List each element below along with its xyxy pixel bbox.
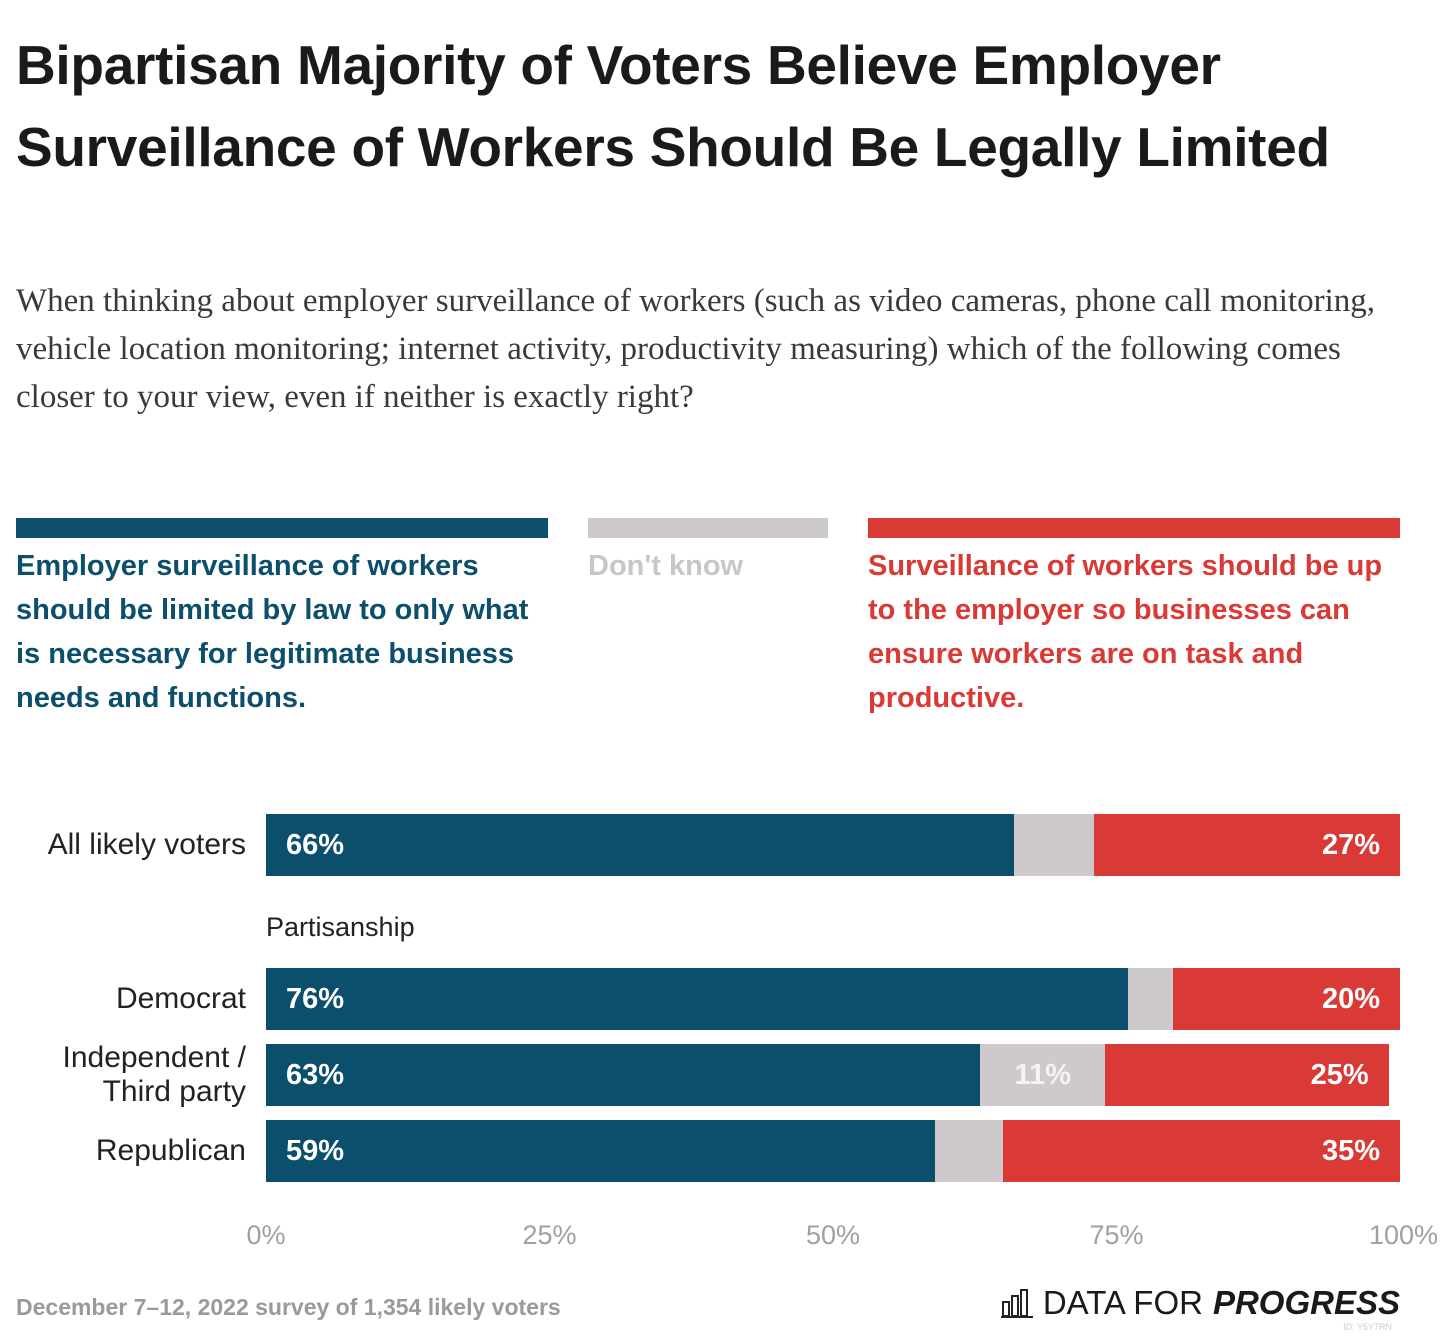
bar-segment bbox=[266, 814, 1015, 876]
bar-segment bbox=[935, 1120, 1004, 1182]
x-tick-label: 100% bbox=[1368, 1220, 1438, 1250]
category-label: Independent / Third party bbox=[62, 1041, 246, 1108]
value-label: 20% bbox=[1321, 983, 1380, 1015]
category-label: All likely voters bbox=[47, 828, 246, 861]
x-tick-label: 50% bbox=[805, 1220, 861, 1250]
x-tick-label: 25% bbox=[522, 1220, 577, 1250]
legend-swatch bbox=[16, 518, 548, 538]
group-label: Partisanship bbox=[266, 912, 415, 942]
value-label: 35% bbox=[1321, 1135, 1380, 1167]
legend-swatch bbox=[588, 518, 828, 538]
value-label: 76% bbox=[286, 983, 345, 1015]
bar-segment bbox=[266, 1044, 981, 1106]
legend-label: Employer surveillance of workers should … bbox=[16, 550, 529, 714]
value-label: 66% bbox=[286, 829, 345, 861]
x-tick-label: 75% bbox=[1089, 1220, 1144, 1250]
brand-name: PROGRESS bbox=[1212, 1284, 1400, 1321]
chart-subtitle: When thinking about employer surveillanc… bbox=[16, 283, 1376, 415]
value-label: 63% bbox=[286, 1059, 345, 1091]
bar-segment bbox=[1014, 814, 1094, 876]
value-label: 59% bbox=[286, 1135, 345, 1167]
x-tick-label: 0% bbox=[246, 1220, 286, 1250]
value-label: 11% bbox=[1014, 1059, 1072, 1091]
chart-title: Bipartisan Majority of Voters Believe Em… bbox=[16, 34, 1330, 178]
brand-prefix: DATA FOR bbox=[1042, 1284, 1203, 1321]
bar-segment bbox=[266, 968, 1128, 1030]
bar-segment bbox=[1093, 814, 1400, 876]
bar-segment bbox=[266, 1120, 936, 1182]
value-label: 27% bbox=[1321, 829, 1380, 861]
bar-segment bbox=[980, 1044, 1106, 1106]
legend-label: Surveillance of workers should be up to … bbox=[868, 550, 1383, 714]
category-label: Democrat bbox=[115, 982, 246, 1015]
value-label: 25% bbox=[1310, 1059, 1369, 1091]
bar-segment bbox=[1105, 1044, 1389, 1106]
bar-segment bbox=[1173, 968, 1400, 1030]
brand-logo: DATA FOR PROGRESS bbox=[1000, 1284, 1400, 1322]
legend-swatch bbox=[868, 518, 1400, 538]
bar-segment bbox=[1003, 1120, 1400, 1182]
legend-label: Don't know bbox=[588, 550, 744, 582]
id-note: ID: Y5Y7RN bbox=[1343, 1322, 1392, 1332]
source: December 7–12, 2022 survey of 1,354 like… bbox=[16, 1294, 561, 1320]
category-label: Republican bbox=[95, 1134, 246, 1167]
bar-segment bbox=[1127, 968, 1174, 1030]
logo-icon bbox=[1000, 1289, 1033, 1318]
